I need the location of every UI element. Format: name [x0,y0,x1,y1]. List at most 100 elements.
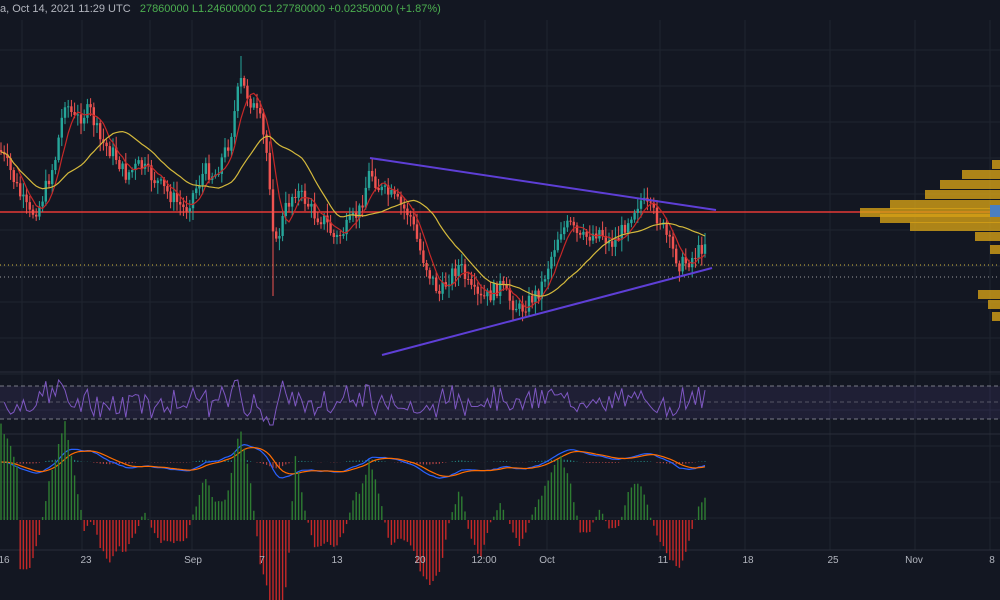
candle-body-149 [476,286,479,294]
candle-body-30 [95,123,99,126]
candle-body-158 [505,284,508,289]
candle-body-180 [575,225,579,233]
candle-body-195 [623,224,627,233]
x-tick-label-11: Nov [905,555,923,566]
candle-body-147 [470,278,473,285]
candle-body-13 [41,201,44,207]
candle-body-130 [415,224,419,239]
candle-body-61 [195,188,198,194]
candle-body-104 [332,233,335,238]
candle-body-24 [76,114,79,116]
x-tick-label-7: Oct [539,555,555,566]
candle-body-144 [460,264,463,266]
candle-body-93 [297,190,300,198]
candle-body-31 [99,123,102,140]
candle-body-20 [63,107,67,118]
candle-body-53 [169,191,172,203]
candle-body-174 [556,239,559,251]
candle-body-132 [422,250,425,263]
candle-body-76 [243,78,246,86]
candle-body-218 [697,244,700,259]
candle-body-168 [537,290,540,299]
candle-body-78 [249,98,252,108]
candle-body-178 [569,220,572,222]
candle-body-115 [367,170,371,188]
candle-body-150 [479,293,483,296]
candle-body-137 [438,290,441,294]
rsi-line [3,378,706,426]
candle-body-15 [47,180,51,185]
x-tick-label-8: 11 [658,555,669,566]
candle-body-49 [156,180,159,184]
candle-body-42 [134,163,137,171]
candle-body-122 [390,189,393,195]
x-tick-label-2: Sep [184,555,202,566]
candle-body-22 [70,106,73,113]
candle-body-141 [451,268,454,285]
candle-body-116 [371,170,374,177]
candle-body-81 [259,108,262,114]
candle-body-54 [172,192,175,203]
candle-body-177 [566,220,569,228]
candle-body-160 [511,300,515,311]
candle-body-75 [239,78,243,87]
x-tick-label-0: 16 [0,555,10,566]
candle-body-3 [9,158,12,171]
candle-body-197 [630,219,633,224]
candle-body-194 [620,224,623,240]
candle-body-102 [326,215,329,223]
candle-body-98 [313,203,316,219]
candle-body-51 [163,179,166,187]
candle-body-117 [374,176,377,188]
candle-body-191 [611,241,614,247]
moving-average-slow [0,130,706,297]
candle-body-65 [207,163,211,180]
candle-body-134 [428,270,431,279]
candle-body-148 [473,284,476,287]
candle-body-39 [124,163,127,180]
candle-body-172 [550,256,553,269]
candle-body-105 [335,234,339,238]
symbol-date: a, Oct 14, 2021 11:29 UTC [0,3,131,15]
candle-body-107 [342,234,345,236]
candle-body-118 [377,187,380,191]
candle-body-211 [675,248,678,264]
candle-body-79 [252,103,255,108]
candle-body-124 [396,193,399,197]
candle-body-210 [671,236,675,249]
candle-body-165 [527,295,531,312]
candle-body-18 [57,137,60,161]
candle-body-50 [159,179,163,181]
x-tick-label-9: 18 [742,555,754,566]
volume-profile-bar-1 [962,170,1000,179]
candle-body-56 [179,201,182,205]
candle-body-198 [633,212,636,220]
candle-body-52 [166,186,169,192]
candle-body-82 [262,113,265,135]
candle-body-203 [649,201,652,203]
candle-body-73 [233,111,236,137]
candle-body-146 [467,278,470,280]
candle-body-40 [127,172,131,180]
legend-header: a, Oct 14, 2021 11:29 UTC 27860000 L1.24… [0,3,441,21]
candle-body-97 [310,203,313,207]
candle-body-133 [425,262,428,271]
candle-body-44 [140,160,143,169]
candle-body-48 [153,180,156,184]
candle-body-27 [86,104,89,118]
candle-body-127 [406,208,409,216]
candle-body-173 [553,250,556,257]
candle-body-26 [83,117,86,124]
candle-body-179 [572,221,575,226]
candle-body-156 [499,280,502,296]
candle-body-6 [19,183,22,197]
candle-body-8 [25,194,28,203]
candle-body-154 [492,283,495,301]
candle-body-60 [191,193,195,209]
candle-body-86 [275,231,278,239]
candle-body-16 [51,170,54,185]
candle-body-85 [271,189,275,232]
candle-body-192 [614,237,617,247]
candle-body-72 [230,136,233,151]
